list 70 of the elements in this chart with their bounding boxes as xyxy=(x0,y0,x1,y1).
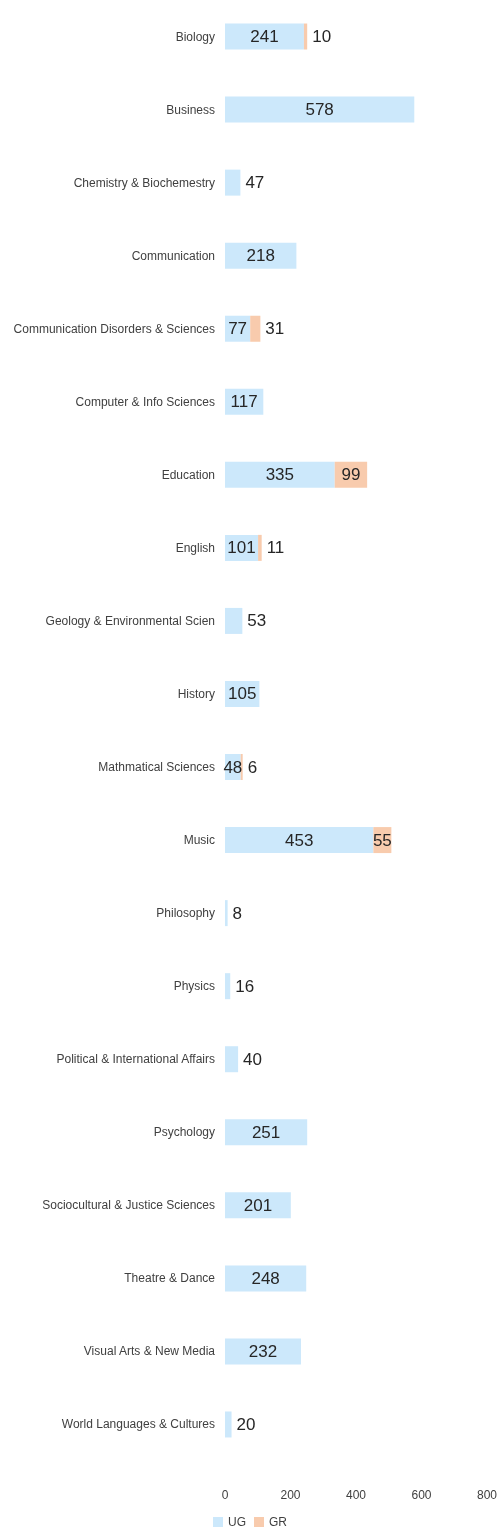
data-label: 55 xyxy=(372,830,392,850)
data-label: 99 xyxy=(341,465,361,485)
y-tick-label: Sociocultural & Justice Sciences xyxy=(42,1198,215,1213)
data-label: 335 xyxy=(265,465,295,485)
data-label: 11 xyxy=(266,538,285,558)
data-label: 40 xyxy=(243,1049,263,1069)
x-tick-label: 400 xyxy=(345,1488,367,1502)
data-label: 47 xyxy=(245,173,265,193)
legend-label: UG xyxy=(228,1515,246,1529)
data-label: 77 xyxy=(228,319,248,339)
bar xyxy=(250,315,261,342)
bar xyxy=(225,96,415,123)
y-tick-label: Political & International Affairs xyxy=(56,1052,215,1067)
y-tick-label: Education xyxy=(161,467,215,482)
bar xyxy=(225,461,335,488)
x-tick-label: 600 xyxy=(411,1488,432,1502)
y-tick-label: Chemistry & Biochemestry xyxy=(73,175,215,190)
bar xyxy=(303,23,308,50)
data-label: 53 xyxy=(247,611,267,631)
y-tick-label: English xyxy=(175,540,215,555)
y-tick-label: Biology xyxy=(175,29,215,44)
data-label: 251 xyxy=(251,1122,281,1142)
bar xyxy=(225,900,228,927)
y-tick-label: Visual Arts & New Media xyxy=(83,1344,216,1359)
bar xyxy=(225,827,374,854)
data-label: 117 xyxy=(230,392,258,412)
data-label: 105 xyxy=(228,684,257,704)
legend-label: GR xyxy=(269,1515,288,1529)
bar xyxy=(225,973,231,1000)
y-tick-label: Computer & Info Sciences xyxy=(75,394,215,409)
x-tick-label: 200 xyxy=(280,1488,301,1502)
y-tick-label: Mathmatical Sciences xyxy=(98,760,215,775)
y-tick-label: World Languages & Cultures xyxy=(61,1417,215,1432)
data-label: 10 xyxy=(312,27,332,47)
y-tick-label: Philosophy xyxy=(156,906,215,921)
data-label: 8 xyxy=(232,903,243,923)
y-tick-label: Music xyxy=(183,833,215,848)
data-label: 241 xyxy=(250,27,279,47)
bar xyxy=(225,1265,307,1292)
data-label: 248 xyxy=(251,1268,280,1288)
data-label: 31 xyxy=(265,319,285,339)
x-tick-label: 800 xyxy=(476,1488,498,1502)
bar xyxy=(225,1338,301,1365)
data-label: 232 xyxy=(248,1341,278,1361)
y-tick-label: Theatre & Dance xyxy=(124,1271,216,1286)
data-label: 453 xyxy=(284,830,314,850)
y-tick-label: Psychology xyxy=(153,1125,215,1140)
y-tick-label: History xyxy=(177,686,215,701)
data-label: 6 xyxy=(247,757,258,777)
bar xyxy=(225,1119,308,1146)
bar xyxy=(225,169,241,196)
data-label: 20 xyxy=(236,1414,256,1434)
bar xyxy=(225,607,243,634)
y-tick-label: Business xyxy=(166,102,215,117)
data-label: 218 xyxy=(246,246,275,266)
y-tick-label: Geology & Environmental Scien xyxy=(45,613,215,628)
bar xyxy=(258,534,262,561)
data-label: 48 xyxy=(223,757,243,777)
bar xyxy=(225,1411,232,1438)
x-tick-label: 0 xyxy=(221,1488,229,1502)
bar xyxy=(225,1192,291,1219)
data-label: 201 xyxy=(243,1195,273,1215)
y-tick-label: Communication Disorders & Sciences xyxy=(13,321,215,336)
y-tick-label: Communication xyxy=(131,248,215,263)
data-label: 16 xyxy=(235,976,255,996)
bar xyxy=(225,23,304,50)
bar xyxy=(225,1046,239,1073)
data-label: 578 xyxy=(305,100,334,120)
y-tick-label: Physics xyxy=(173,979,215,994)
data-label: 101 xyxy=(227,538,256,558)
